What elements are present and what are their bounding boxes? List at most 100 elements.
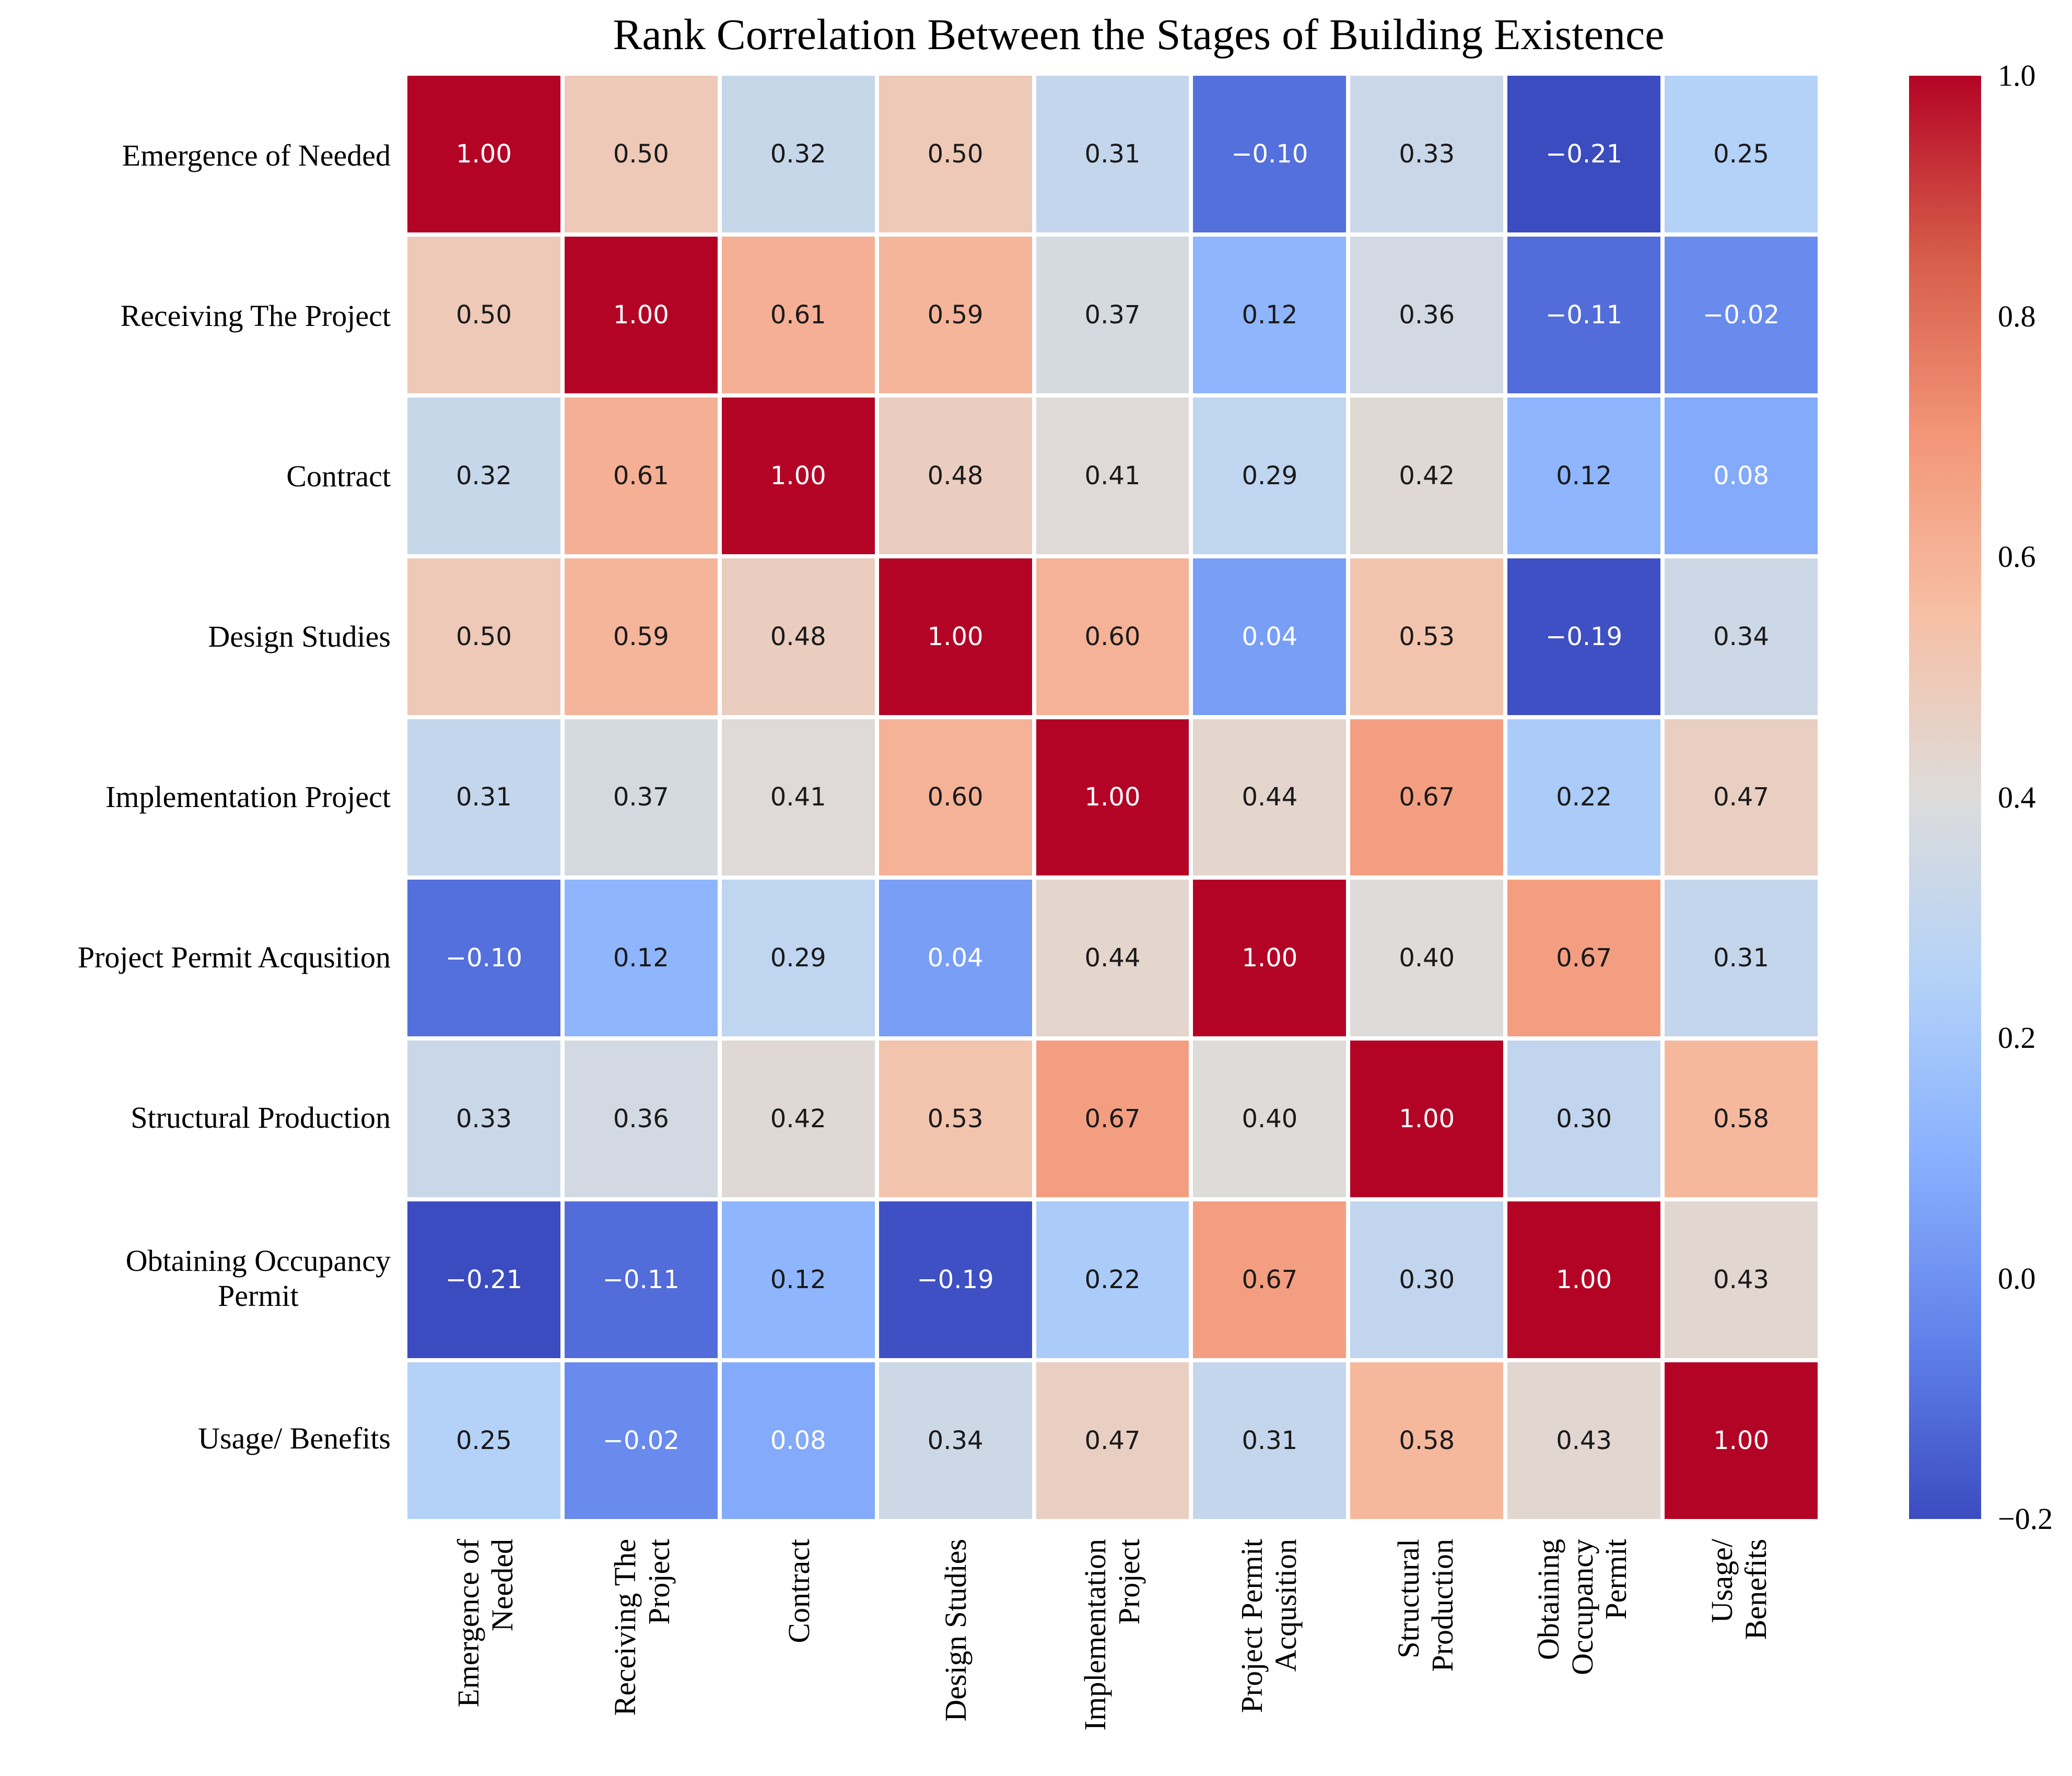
heatmap-cell: 0.36 xyxy=(564,1041,718,1198)
column-label: Emergence of Needed xyxy=(451,1539,519,1708)
heatmap-cell: 0.04 xyxy=(1193,558,1347,715)
heatmap-cell: 0.37 xyxy=(564,719,718,876)
colorbar-tick-label: 0.6 xyxy=(1998,540,2036,574)
heatmap-cell: 0.41 xyxy=(1036,397,1189,554)
heatmap-cell: 0.33 xyxy=(407,1041,560,1198)
heatmap-cell: 0.31 xyxy=(1665,880,1818,1037)
heatmap-cell: 0.58 xyxy=(1350,1362,1504,1519)
heatmap-cell: 0.59 xyxy=(564,558,718,715)
heatmap-cell: 0.50 xyxy=(879,76,1032,232)
heatmap-cell: 0.12 xyxy=(564,880,718,1037)
heatmap-cell: −0.02 xyxy=(1665,236,1818,393)
heatmap-cell: −0.10 xyxy=(407,880,560,1037)
row-label: Project Permit Acqusition xyxy=(77,940,391,975)
heatmap-cell: 0.44 xyxy=(1036,880,1189,1037)
heatmap-cell: −0.21 xyxy=(1507,76,1661,232)
colorbar-tick-label: 0.8 xyxy=(1998,299,2036,333)
heatmap-cell: 0.40 xyxy=(1350,880,1504,1037)
heatmap-cell: 0.60 xyxy=(1036,558,1189,715)
heatmap-cell: 0.59 xyxy=(879,236,1032,393)
heatmap-cell: 0.36 xyxy=(1350,236,1504,393)
heatmap-grid: 1.00 0.50 0.32 0.50 0.31 −0.10 0.33 −0.21 0.25 0.… xyxy=(407,76,1818,1519)
heatmap-cell: 0.12 xyxy=(1193,236,1347,393)
row-label: Structural Production xyxy=(131,1101,391,1135)
heatmap-cell: 0.43 xyxy=(1665,1201,1818,1359)
column-label: Usage/Benefits xyxy=(1705,1539,1773,1640)
heatmap-cell: 0.44 xyxy=(1193,719,1347,876)
column-label: Structural Production xyxy=(1391,1539,1459,1672)
heatmap-cell: −0.11 xyxy=(1507,236,1661,393)
heatmap-cell: 0.42 xyxy=(721,1041,875,1198)
heatmap-cell: 1.00 xyxy=(407,76,560,232)
heatmap-cell: 1.00 xyxy=(879,558,1032,715)
colorbar-tick-label: 0.0 xyxy=(1998,1261,2036,1295)
heatmap-cell: −0.19 xyxy=(1507,558,1661,715)
heatmap-cell: 0.31 xyxy=(1193,1362,1347,1519)
row-label: Implementation Project xyxy=(105,780,391,814)
heatmap-cell: 0.08 xyxy=(721,1362,875,1519)
row-label: Emergence of Needed xyxy=(122,138,391,173)
heatmap-cell: 0.29 xyxy=(721,880,875,1037)
heatmap-cell: 1.00 xyxy=(1665,1362,1818,1519)
heatmap-cell: 0.12 xyxy=(1507,397,1661,554)
heatmap-cell: 0.34 xyxy=(879,1362,1032,1519)
heatmap-cell: 0.25 xyxy=(1665,76,1818,232)
heatmap-cell: 0.67 xyxy=(1507,880,1661,1037)
heatmap-cell: 0.48 xyxy=(879,397,1032,554)
column-label: Design Studies xyxy=(938,1539,973,1722)
heatmap-cell: 0.25 xyxy=(407,1362,560,1519)
heatmap-cell: 1.00 xyxy=(721,397,875,554)
heatmap-cell: 0.47 xyxy=(1665,719,1818,876)
heatmap-cell: 1.00 xyxy=(1350,1041,1504,1198)
column-label: Contract xyxy=(781,1539,816,1643)
heatmap-cell: 0.31 xyxy=(407,719,560,876)
heatmap-cell: −0.11 xyxy=(564,1201,718,1359)
heatmap-cell: 0.31 xyxy=(1036,76,1189,232)
row-label: Contract xyxy=(286,459,391,494)
heatmap-cell: 0.22 xyxy=(1507,719,1661,876)
column-label: Receiving The Project xyxy=(608,1539,676,1716)
chart-title: Rank Correlation Between the Stages of B… xyxy=(613,10,1665,59)
heatmap-cell: 0.37 xyxy=(1036,236,1189,393)
row-label: Receiving The Project xyxy=(120,299,391,333)
heatmap-cell: −0.10 xyxy=(1193,76,1347,232)
heatmap-cell: 0.30 xyxy=(1507,1041,1661,1198)
heatmap-cell: 0.32 xyxy=(407,397,560,554)
heatmap-cell: 0.22 xyxy=(1036,1201,1189,1359)
heatmap-cell: 0.58 xyxy=(1665,1041,1818,1198)
heatmap-cell: 0.48 xyxy=(721,558,875,715)
heatmap-cell: −0.19 xyxy=(879,1201,1032,1359)
heatmap-cell: 0.53 xyxy=(1350,558,1504,715)
colorbar-gradient xyxy=(1909,76,1981,1519)
colorbar-tick-label: 1.0 xyxy=(1998,59,2036,92)
heatmap-cell: 0.61 xyxy=(564,397,718,554)
heatmap-cell: 0.08 xyxy=(1665,397,1818,554)
heatmap-cell: 0.61 xyxy=(721,236,875,393)
colorbar-tick-label: 0.4 xyxy=(1998,780,2036,814)
heatmap-cell: 0.29 xyxy=(1193,397,1347,554)
heatmap-cell: 0.43 xyxy=(1507,1362,1661,1519)
heatmap-cell: 0.60 xyxy=(879,719,1032,876)
colorbar-tick-label: 0.2 xyxy=(1998,1021,2036,1055)
heatmap-cell: 0.67 xyxy=(1193,1201,1347,1359)
colorbar-tick-label: −0.2 xyxy=(1998,1502,2053,1536)
heatmap-cell: 0.40 xyxy=(1193,1041,1347,1198)
heatmap-cell: 1.00 xyxy=(1036,719,1189,876)
heatmap-cell: 1.00 xyxy=(1193,880,1347,1037)
heatmap-cell: 0.41 xyxy=(721,719,875,876)
heatmap-cell: 0.47 xyxy=(1036,1362,1189,1519)
heatmap-cell: 0.50 xyxy=(407,236,560,393)
heatmap-cell: 1.00 xyxy=(1507,1201,1661,1359)
heatmap-cell: 0.50 xyxy=(407,558,560,715)
heatmap-cell: 1.00 xyxy=(564,236,718,393)
row-label: Obtaining Occupancy Permit xyxy=(125,1243,391,1313)
row-label: Usage/ Benefits xyxy=(198,1421,391,1456)
heatmap-cell: −0.21 xyxy=(407,1201,560,1359)
heatmap-cell: 0.42 xyxy=(1350,397,1504,554)
column-label: Implementation Project xyxy=(1078,1539,1146,1731)
heatmap-cell: 0.12 xyxy=(721,1201,875,1359)
heatmap-cell: 0.67 xyxy=(1350,719,1504,876)
heatmap-cell: 0.04 xyxy=(879,880,1032,1037)
row-label: Design Studies xyxy=(208,620,391,654)
